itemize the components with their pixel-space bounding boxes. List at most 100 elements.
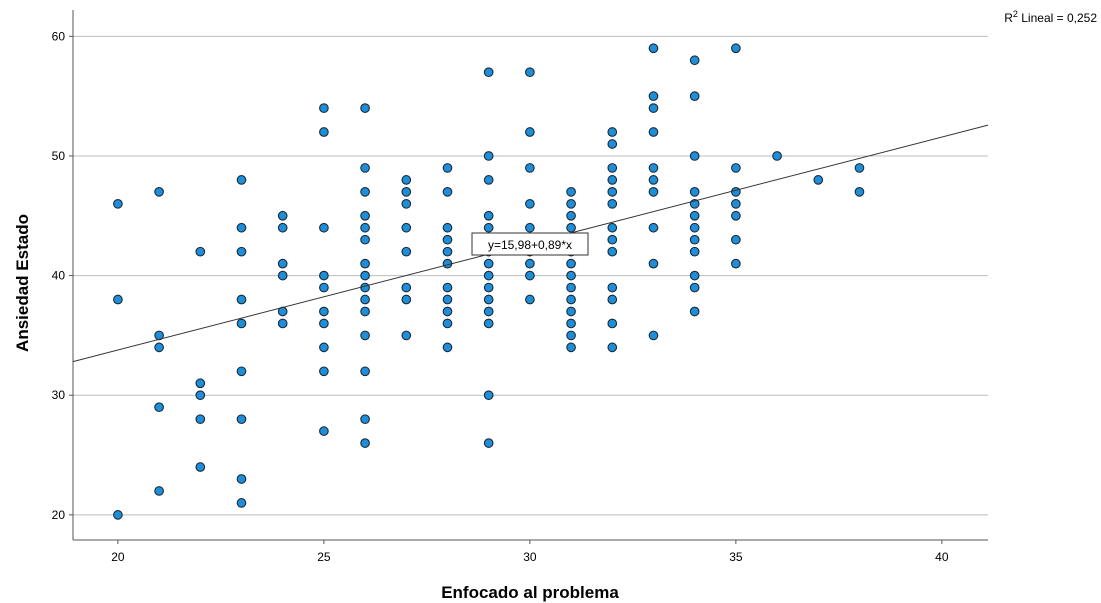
point [607,127,618,137]
point [442,246,453,257]
point [483,294,494,305]
point [483,318,494,329]
point [319,426,329,436]
point [648,222,659,233]
point [401,198,412,209]
point [483,67,494,78]
point [483,390,494,401]
point [483,222,494,233]
point [566,222,576,233]
point [566,270,576,281]
point [607,246,618,257]
point [648,91,659,101]
point [483,438,494,448]
point [236,414,247,425]
point [607,198,618,209]
point [731,210,741,221]
point [607,294,618,305]
point [442,294,453,305]
point [689,222,700,233]
point [319,282,329,293]
point [360,187,370,197]
point [731,234,741,245]
point [360,163,370,173]
point [442,282,453,293]
point [401,222,412,233]
point [236,294,247,305]
point [442,318,453,329]
point [360,222,370,233]
point [277,270,288,281]
point [525,258,535,269]
point [525,163,535,173]
point [113,294,123,305]
point [525,222,535,233]
point [154,402,164,413]
r2-label: R2 Lineal = 0,252 [1004,9,1097,25]
point [154,342,164,353]
point [319,306,329,317]
x-tick-label: 35 [729,550,743,564]
point [195,462,206,472]
point [360,234,370,245]
point [648,127,659,137]
x-tick-label: 40 [935,550,949,564]
point [195,246,206,257]
x-axis-title: Enfocado al problema [441,583,619,602]
point [277,258,288,269]
point [525,294,535,305]
point [525,127,535,137]
point [113,198,123,209]
point [731,198,741,209]
point [277,210,288,221]
point [648,187,659,197]
point [813,175,824,185]
point [360,210,370,221]
point [689,270,700,281]
y-tick-label: 50 [52,149,66,163]
point [483,151,494,161]
point [401,282,412,293]
point [360,438,370,448]
point [566,306,576,317]
point [360,330,370,341]
y-axis-title: Ansiedad Estado [13,214,32,352]
point [566,294,576,305]
y-tick-label: 30 [52,388,66,402]
point [483,175,494,185]
point [195,390,206,401]
point [360,282,370,293]
point [607,282,618,293]
point [689,246,700,257]
point [854,187,865,197]
fit-label: y=15,98+0,89*x [471,232,589,256]
point [607,342,618,353]
y-tick-label: 40 [52,269,66,283]
point [566,282,576,293]
point [731,258,741,269]
point [566,318,576,329]
point [689,151,700,161]
point [607,318,618,329]
point [154,187,164,197]
point [195,378,206,389]
point [319,342,329,353]
point [854,163,865,173]
point [689,91,700,101]
point [525,67,535,78]
point [113,510,123,520]
point [319,127,329,137]
point [360,294,370,305]
point [236,246,247,257]
point [236,175,247,185]
x-tick-label: 25 [317,550,331,564]
r2-base: R [1004,11,1013,25]
point [483,282,494,293]
point [442,234,453,245]
point [401,294,412,305]
point [731,163,741,173]
point [689,306,700,317]
point [360,258,370,269]
y-tick-label: 60 [52,29,66,43]
point [236,474,247,484]
